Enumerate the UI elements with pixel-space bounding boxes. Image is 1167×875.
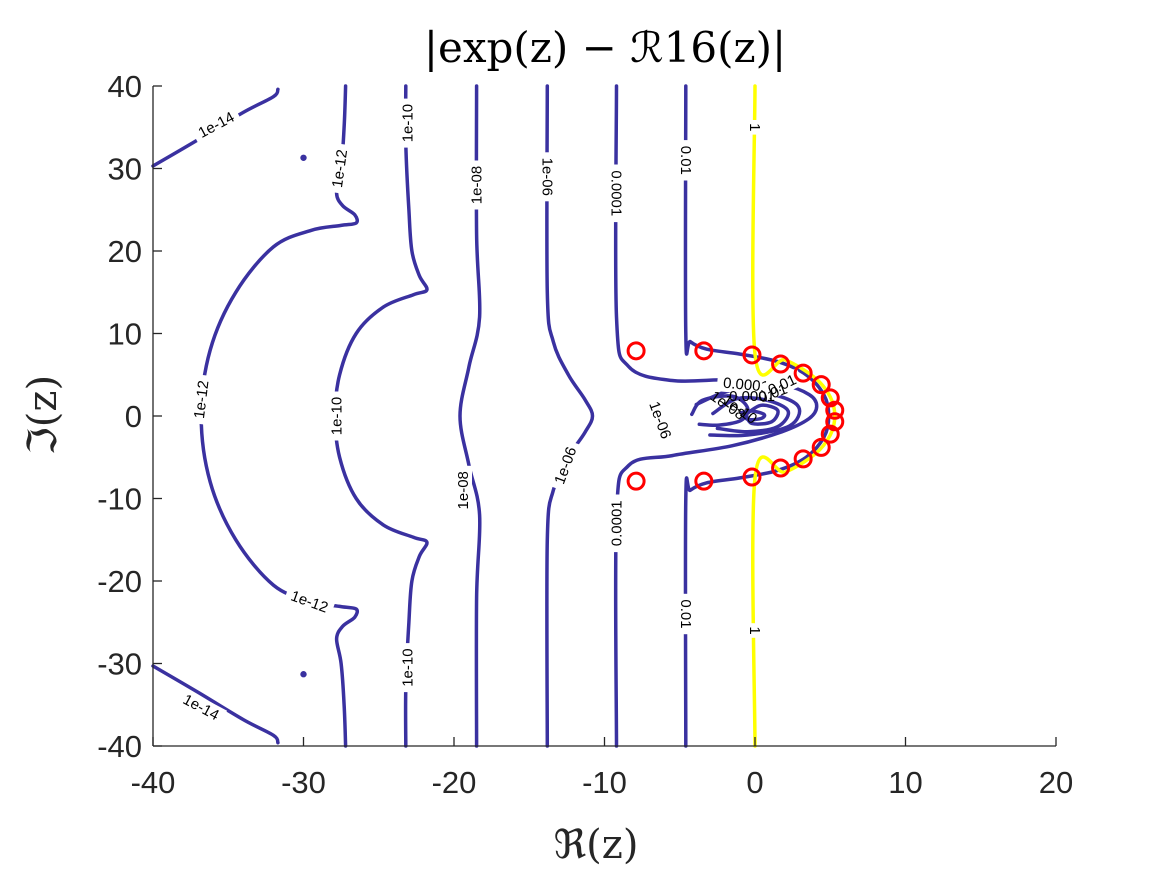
contour-label: 1 <box>746 120 764 135</box>
y-tick-label: -40 <box>97 729 142 764</box>
svg-text:1: 1 <box>746 123 763 131</box>
contour-label: 1e-12 <box>189 374 214 425</box>
svg-text:1e-12: 1e-12 <box>288 588 330 617</box>
pole-marker <box>793 449 813 469</box>
isolated-point <box>300 671 307 678</box>
contour-label: 0.0001 <box>607 164 626 223</box>
contour-level-4 <box>545 84 750 748</box>
contour-label: 1e-08 <box>454 465 472 515</box>
contour-line <box>711 395 791 434</box>
y-tick-label: 40 <box>108 69 142 104</box>
contour-label: 0.0001 <box>729 388 775 405</box>
contour-label: 1e-12 <box>327 142 352 195</box>
x-tick-label: -10 <box>582 765 627 800</box>
pole-marker <box>825 412 845 432</box>
contour-line <box>151 664 280 745</box>
contour-line <box>458 84 482 748</box>
contour-line <box>613 84 819 748</box>
contour-level-0 <box>151 87 280 745</box>
contour-label: 0.01 <box>676 140 695 181</box>
svg-text:0.0001: 0.0001 <box>722 375 769 396</box>
x-tick-label: 0 <box>746 765 763 800</box>
y-tick-label: -30 <box>97 647 142 682</box>
y-tick-label: -20 <box>97 564 142 599</box>
isolated-point <box>300 154 307 161</box>
x-tick-label: -30 <box>281 765 326 800</box>
contour-label: 1e-06 <box>548 439 583 492</box>
svg-text:1e-10: 1e-10 <box>399 104 416 142</box>
svg-text:0.01: 0.01 <box>677 599 694 628</box>
svg-text:1e-12: 1e-12 <box>191 379 213 419</box>
svg-text:1e-12: 1e-12 <box>329 148 351 188</box>
y-tick-label: -10 <box>97 482 142 517</box>
svg-text:0.0001: 0.0001 <box>608 170 625 216</box>
contour-label: 1e-08 <box>467 160 486 210</box>
contour-label: 0.0001 <box>716 373 776 397</box>
pole-marker <box>820 388 840 408</box>
contour-label: 1e-12 <box>283 584 336 619</box>
chart-title: |exp(z) − ℛ16(z)| <box>424 23 786 72</box>
svg-text:0.01: 0.01 <box>677 146 694 175</box>
pole-marker <box>820 424 840 444</box>
plot-area: 1e-141e-141e-121e-121e-121e-101e-101e-10… <box>151 84 845 748</box>
pole-marker <box>626 341 646 361</box>
y-axis-label: ℑ(z) <box>20 375 66 455</box>
pole-marker <box>811 437 831 457</box>
contour-line <box>545 84 595 748</box>
x-tick-label: 20 <box>1039 765 1073 800</box>
pole-marker <box>825 400 845 420</box>
x-axis-label: ℜ(z) <box>554 822 639 868</box>
svg-text:1e-06: 1e-06 <box>645 399 674 441</box>
svg-text:1e-08: 1e-08 <box>455 471 472 509</box>
x-tick-label: -40 <box>131 765 176 800</box>
svg-text:1e-06: 1e-06 <box>538 158 555 196</box>
contour-level-5 <box>613 84 819 748</box>
contour-label: 1e-06 <box>538 152 557 202</box>
svg-text:1e-10: 1e-10 <box>329 397 346 435</box>
y-tick-label: 30 <box>108 152 142 187</box>
svg-text:0.0001: 0.0001 <box>609 500 626 546</box>
pole-marker <box>793 363 813 383</box>
pole-marker <box>771 354 791 374</box>
svg-text:1e-10: 1e-10 <box>399 648 416 686</box>
contour-line <box>151 87 280 168</box>
pole-marker <box>626 471 646 491</box>
svg-text:1: 1 <box>746 626 763 634</box>
contour-label: 0.0001 <box>607 494 626 553</box>
contour-label: 1e-10 <box>398 98 417 148</box>
pole-marker <box>694 341 714 361</box>
x-tick-label: -20 <box>432 765 477 800</box>
contour-line <box>739 409 767 422</box>
x-tick-label: 10 <box>888 765 922 800</box>
svg-text:1e-06: 1e-06 <box>551 445 580 487</box>
contour-label: 1e-10 <box>327 391 346 441</box>
svg-text:1e-08: 1e-08 <box>469 166 486 204</box>
contour-label: 1e-14 <box>190 105 243 145</box>
axes: -40 -30 -20 -10 0 10 20 40 30 20 10 0 -10 -20 -30 -40 <box>97 69 1073 800</box>
y-tick-label: 20 <box>108 234 142 269</box>
y-tick-label: 10 <box>108 317 142 352</box>
pole-marker <box>811 375 831 395</box>
pole-marker <box>771 458 791 478</box>
contour-label: 1 <box>746 623 764 638</box>
contour-level-3 <box>458 84 482 748</box>
contour-label: 0.01 <box>676 593 695 635</box>
contour-label: 1e-10 <box>398 643 417 693</box>
pole-marker <box>742 467 762 487</box>
contour-line <box>744 403 780 426</box>
contour-label: 1e-06 <box>643 393 678 447</box>
pole-marker <box>694 471 714 491</box>
y-tick-label: 0 <box>125 399 142 434</box>
pole-marker <box>742 345 762 365</box>
svg-text:1e-14: 1e-14 <box>196 109 238 142</box>
